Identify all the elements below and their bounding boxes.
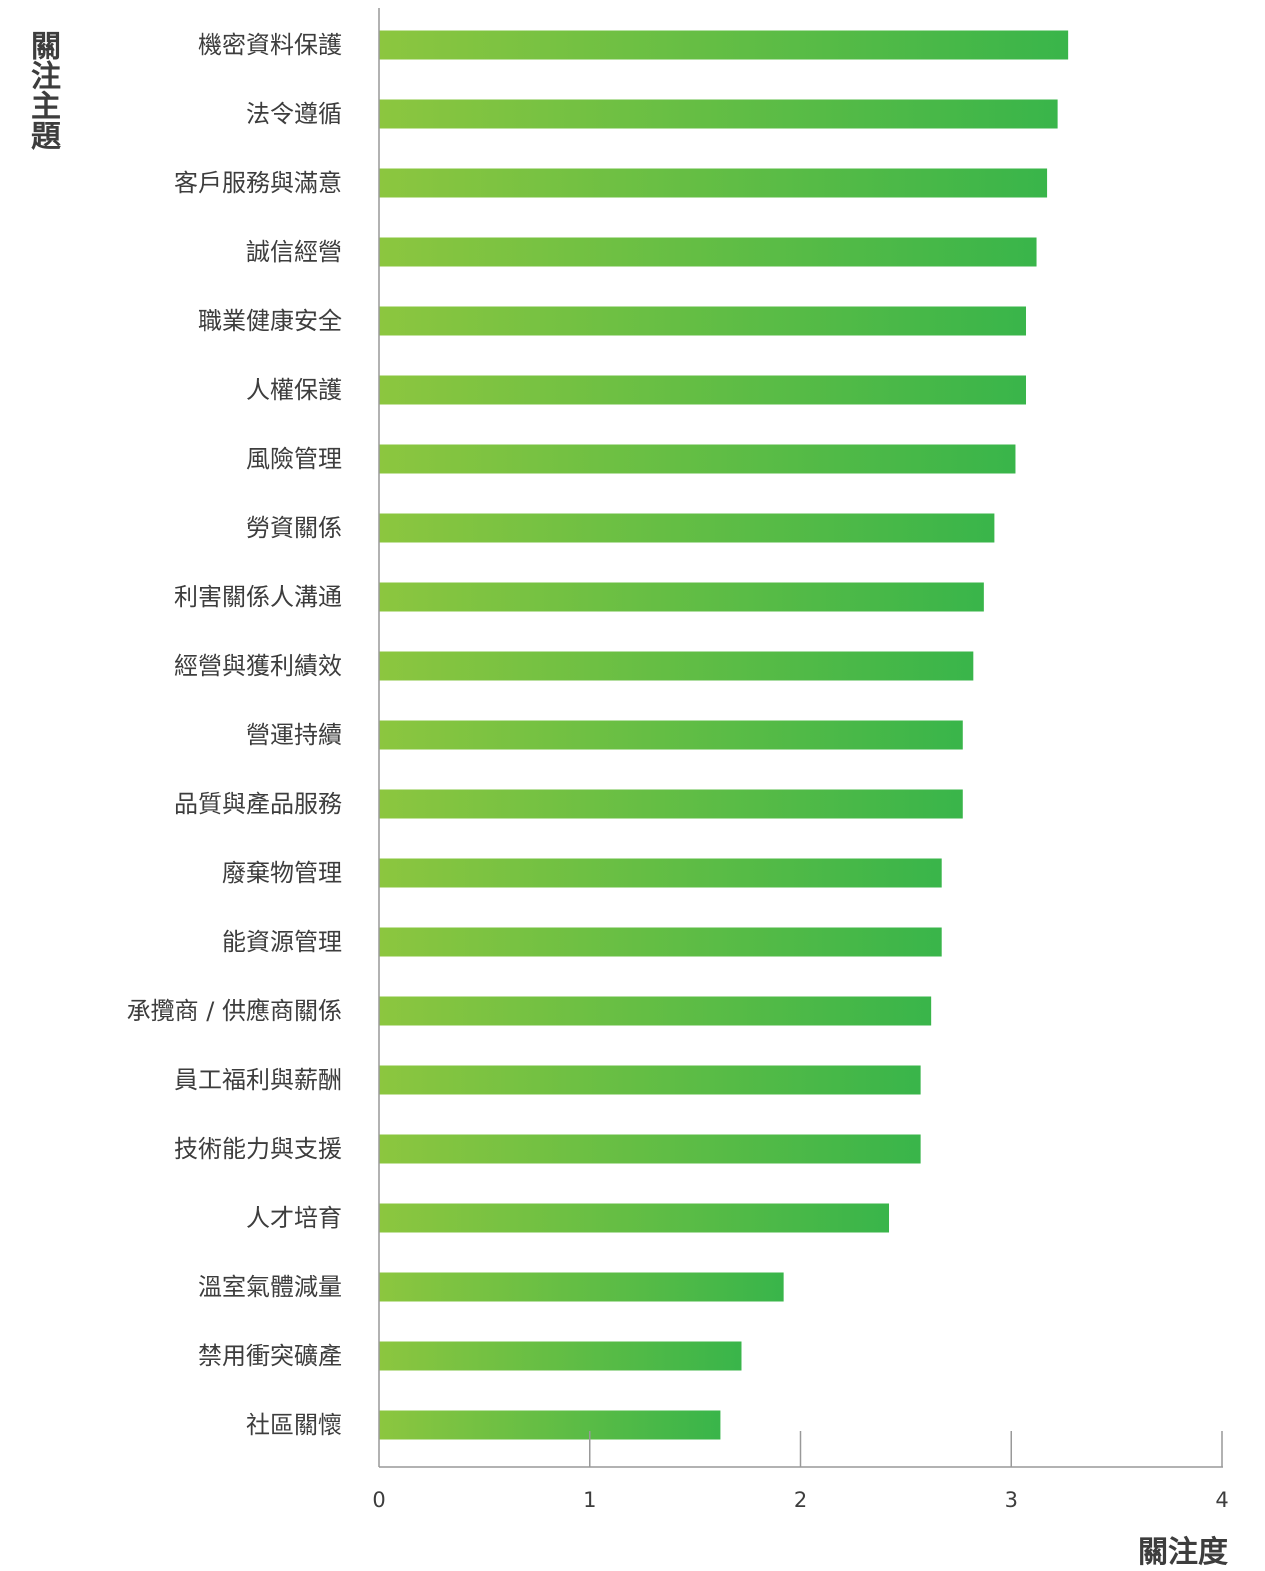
category-label: 員工福利與薪酬 [174, 1066, 342, 1094]
axes: 0 1 2 3 4 [372, 8, 1229, 1512]
category-label: 廢棄物管理 [222, 859, 342, 887]
bar [379, 1134, 921, 1164]
bar [379, 789, 963, 819]
category-label: 經營與獲利績效 [174, 652, 342, 680]
bar [379, 927, 942, 957]
y-axis-title: 關注主題 [25, 30, 60, 150]
x-tick-label: 2 [794, 1488, 807, 1512]
bar [379, 858, 942, 888]
bar [379, 1410, 721, 1440]
x-tick-label: 1 [583, 1488, 596, 1512]
category-label: 溫室氣體減量 [198, 1273, 342, 1301]
bar [379, 720, 963, 750]
category-label: 禁用衝突礦產 [198, 1342, 342, 1370]
bar [379, 1203, 890, 1233]
category-labels: 機密資料保護法令遵循客戶服務與滿意誠信經營職業健康安全人權保護風險管理勞資關係利… [127, 31, 342, 1439]
category-label: 勞資關係 [246, 514, 342, 542]
category-label: 客戶服務與滿意 [174, 169, 342, 197]
x-tick-label: 4 [1215, 1488, 1228, 1512]
bar [379, 30, 1069, 60]
category-label: 營運持續 [246, 721, 342, 749]
bar [379, 375, 1027, 405]
category-label: 機密資料保護 [198, 31, 342, 59]
category-label: 人才培育 [246, 1204, 342, 1232]
category-label: 人權保護 [246, 376, 342, 404]
x-tick-label: 3 [1005, 1488, 1018, 1512]
bar [379, 1065, 921, 1095]
category-label: 法令遵循 [246, 100, 342, 128]
bar [379, 168, 1048, 198]
category-label: 技術能力與支援 [174, 1135, 342, 1163]
bar [379, 1341, 742, 1371]
bar [379, 99, 1058, 129]
bar [379, 651, 974, 681]
category-label: 風險管理 [246, 445, 342, 473]
x-tick-label: 0 [372, 1488, 385, 1512]
category-label: 品質與產品服務 [174, 790, 342, 818]
x-axis-title: 關注度 [1138, 1535, 1228, 1570]
bar [379, 306, 1027, 336]
category-label: 職業健康安全 [198, 307, 342, 335]
bars-layer [379, 30, 1069, 1440]
bar [379, 1272, 784, 1302]
bar [379, 513, 995, 543]
bar [379, 582, 984, 612]
category-label: 能資源管理 [222, 928, 342, 956]
category-label: 承攬商 / 供應商關係 [127, 997, 342, 1025]
bar [379, 996, 932, 1026]
bar [379, 237, 1037, 267]
category-label: 利害關係人溝通 [174, 583, 342, 611]
category-label: 誠信經營 [246, 238, 342, 266]
bar [379, 444, 1016, 474]
category-label: 社區關懷 [246, 1411, 342, 1439]
